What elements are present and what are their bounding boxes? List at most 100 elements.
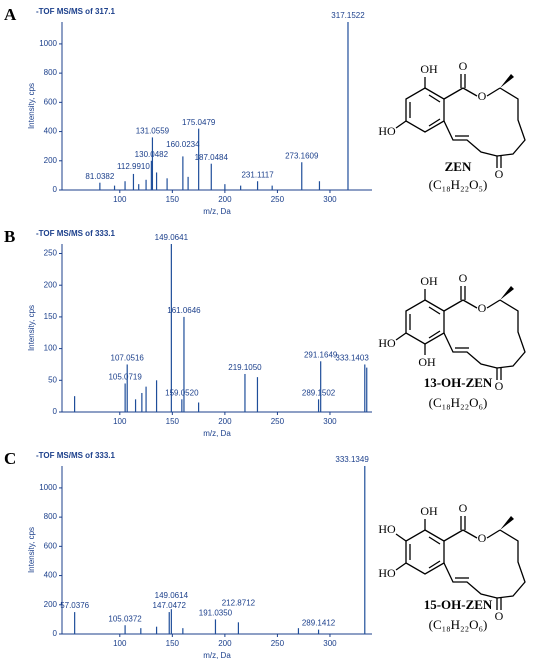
x-axis-label: m/z, Da [203, 651, 231, 660]
atom: OH [418, 355, 436, 369]
peak-label: 147.0472 [153, 601, 187, 610]
peak-label: 105.0719 [108, 373, 142, 382]
peak-label: 212.8712 [222, 599, 256, 608]
x-tick-label: 200 [218, 417, 232, 426]
structure: OH O O HO O OH [378, 271, 526, 393]
x-tick-label: 250 [271, 417, 285, 426]
structure-formula: (C₁₈H₂₂O₆) [429, 617, 488, 632]
peak-label: 219.1050 [228, 363, 262, 372]
atom: HO [378, 522, 396, 536]
x-tick-label: 300 [323, 639, 337, 648]
atom: O [478, 89, 487, 103]
y-axis-label: Intensity, cps [27, 305, 36, 351]
panel-letter: C [4, 449, 16, 468]
structure-name: 13-OH-ZEN [424, 375, 493, 390]
atom: O [459, 271, 468, 285]
atom: OH [420, 504, 438, 518]
panel-letter: A [4, 5, 17, 24]
y-tick-label: 0 [53, 629, 58, 638]
y-tick-label: 600 [44, 541, 58, 550]
atom: O [459, 59, 468, 73]
peak-label: 333.1349 [335, 455, 369, 464]
y-tick-label: 800 [44, 68, 58, 77]
peak-label: 130.0482 [135, 150, 169, 159]
y-tick-label: 200 [44, 280, 58, 289]
y-tick-label: 400 [44, 127, 58, 136]
x-tick-label: 100 [113, 417, 127, 426]
y-tick-label: 0 [53, 185, 58, 194]
atom: O [459, 501, 468, 515]
y-axis-label: Intensity, cps [27, 527, 36, 573]
x-tick-label: 200 [218, 195, 232, 204]
peak-label: 175.0479 [182, 118, 216, 127]
x-tick-label: 300 [323, 417, 337, 426]
peak-label: 161.0646 [167, 306, 201, 315]
peak-label: 112.9910 [117, 162, 150, 171]
panel: B OH O O HO O OH 13-OH-ZEN (C₁₈H₂₂O₆) -T… [4, 227, 526, 438]
y-axis-label: Intensity, cps [27, 83, 36, 129]
x-tick-label: 250 [271, 195, 285, 204]
peak-label: 317.1522 [331, 11, 365, 20]
structure-name: ZEN [445, 159, 472, 174]
peak-label: 231.1117 [241, 170, 274, 179]
x-axis-label: m/z, Da [203, 207, 231, 216]
structure: OH O O HO O [378, 59, 526, 181]
y-tick-label: 600 [44, 97, 58, 106]
x-tick-label: 150 [166, 417, 180, 426]
x-tick-label: 100 [113, 195, 127, 204]
atom: HO [378, 336, 396, 350]
atom: O [478, 301, 487, 315]
chart-title: -TOF MS/MS of 333.1 [36, 229, 116, 238]
peak-label: 149.0614 [155, 591, 189, 600]
x-tick-label: 150 [166, 195, 180, 204]
y-tick-label: 0 [53, 407, 58, 416]
atom: O [495, 609, 504, 623]
y-tick-label: 800 [44, 512, 58, 521]
y-tick-label: 250 [44, 249, 58, 258]
y-tick-label: 1000 [39, 483, 57, 492]
peak-label: 191.0350 [199, 609, 233, 618]
panel-letter: B [4, 227, 15, 246]
y-tick-label: 150 [44, 312, 58, 321]
atom: OH [420, 62, 438, 76]
x-tick-label: 150 [166, 639, 180, 648]
structure-name: 15-OH-ZEN [424, 597, 493, 612]
peak-label: 333.1403 [335, 354, 369, 363]
peak-label: 57.0376 [60, 601, 89, 610]
x-tick-label: 300 [323, 195, 337, 204]
atom: O [478, 531, 487, 545]
peak-label: 187.0484 [195, 153, 229, 162]
atom: HO [378, 566, 396, 580]
peak-label: 149.0641 [155, 233, 189, 242]
peak-label: 291.1649 [304, 350, 338, 359]
peak-label: 159.0520 [165, 388, 199, 397]
y-tick-label: 1000 [39, 39, 57, 48]
y-tick-label: 200 [44, 600, 58, 609]
atom: O [495, 379, 504, 393]
structure-formula: (C₁₈H₂₂O₅) [429, 177, 488, 192]
panel: A OH O O HO O ZEN (C₁₈H₂₂O₅) -TOF MS/MS … [4, 5, 526, 216]
y-tick-label: 50 [48, 375, 57, 384]
x-tick-label: 250 [271, 639, 285, 648]
peak-label: 81.0382 [85, 172, 114, 181]
panel: C OH O O HO O HO 15-OH-ZEN (C₁₈H₂₂O₆) -T… [4, 449, 526, 660]
structure-formula: (C₁₈H₂₂O₆) [429, 395, 488, 410]
peak-label: 107.0516 [111, 354, 145, 363]
atom: O [495, 167, 504, 181]
chart-title: -TOF MS/MS of 333.1 [36, 451, 116, 460]
peak-label: 105.0372 [108, 614, 142, 623]
y-tick-label: 100 [44, 344, 58, 353]
atom: OH [420, 274, 438, 288]
peak-label: 289.1412 [302, 619, 336, 628]
peak-label: 289.1502 [302, 388, 336, 397]
peak-label: 273.1609 [285, 151, 319, 160]
atom: HO [378, 124, 396, 138]
x-axis-label: m/z, Da [203, 429, 231, 438]
y-tick-label: 200 [44, 156, 58, 165]
x-tick-label: 100 [113, 639, 127, 648]
x-tick-label: 200 [218, 639, 232, 648]
structure: OH O O HO O HO [378, 501, 526, 623]
peak-label: 131.0559 [136, 127, 170, 136]
y-tick-label: 400 [44, 571, 58, 580]
